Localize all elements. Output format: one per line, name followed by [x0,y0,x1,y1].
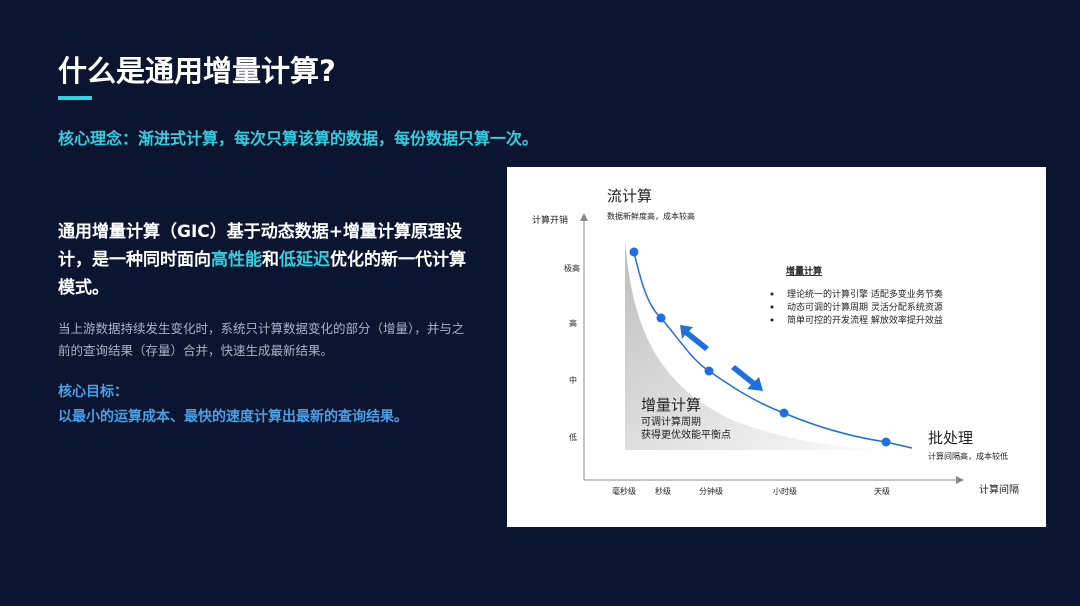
title: 什么是通用增量计算? [58,54,336,88]
area [625,240,905,450]
goal-label: 核心目标： [58,384,128,400]
intro-text: 优化的新一代计算模式。 [58,250,466,298]
x-level: 毫秒级 [612,486,636,496]
x-level: 分钟级 [699,486,723,496]
highlight: 高性能 [211,250,262,270]
batch-title: 批处理 [928,429,973,447]
point [629,247,639,257]
y-axis-label: 计算开销 [532,214,568,226]
intro-text: 通用增量计算（GIC）基于动态数据+增量计算原理设计，是一种同时面向 [58,222,462,270]
point [704,366,714,376]
arrow [731,365,763,391]
intro: 通用增量计算（GIC）基于动态数据+增量计算原理设计，是一种同时面向高性能和低延… [58,218,478,302]
legend-item: 理论统一的计算引擎 适配多变业务节奏 [787,288,943,300]
incremental-title: 增量计算 [641,396,701,414]
y-level: 中 [569,375,577,385]
y-level: 高 [569,318,577,328]
bullet [770,292,774,296]
x-level: 天级 [874,486,890,496]
arrow [680,325,709,351]
bullet [770,318,774,322]
legend-title: 增量计算 [786,265,822,277]
x-level: 秒级 [655,486,671,496]
concept: 核心理念：渐进式计算，每次只算该算的数据，每份数据只算一次。 [58,129,539,148]
legend-item: 动态可调的计算周期 灵活分配系统资源 [787,301,943,313]
highlight: 低延迟 [279,250,330,270]
batch-note: 计算间隔高，成本较低 [928,451,1008,461]
curve [633,251,913,449]
panel-bg [507,167,1046,527]
x-axis-label: 计算间隔 [979,483,1019,496]
y-level: 低 [569,432,577,442]
diagram: 计算开销 极高 高 中 低 毫秒级 秒级 分钟级 小时级 天级 计算间隔 流计算… [507,167,1046,527]
detail: 当上游数据持续发生变化时，系统只计算数据变化的部分（增量），并与之前的查询结果（… [58,321,465,358]
point [656,313,666,323]
point [881,437,891,447]
legend-item: 简单可控的开发流程 解放效率提升效益 [787,314,943,326]
stream-title: 流计算 [607,187,652,205]
y-level: 极高 [564,263,580,273]
intro-text: 和 [262,250,279,270]
bullet [770,305,774,309]
stream-note: 数据新鲜度高，成本较高 [607,211,695,221]
incremental-line: 可调计算周期 [641,415,701,428]
goal-text: 以最小的运算成本、最快的速度计算出最新的查询结果。 [58,409,408,425]
title-underline [58,96,92,100]
incremental-line: 获得更优效能平衡点 [641,428,731,441]
x-level: 小时级 [773,486,797,496]
point [779,408,789,418]
goal: 核心目标： 以最小的运算成本、最快的速度计算出最新的查询结果。 [58,380,408,430]
